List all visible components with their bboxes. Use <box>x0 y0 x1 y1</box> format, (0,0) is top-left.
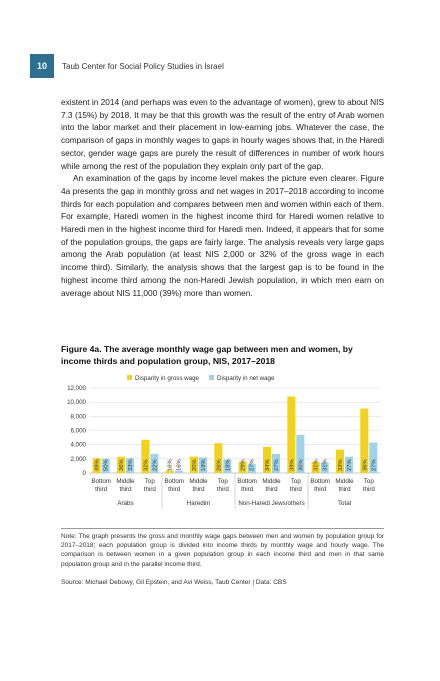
data-label-net: 31% <box>323 459 329 471</box>
x-tick-label: Middle <box>189 478 208 485</box>
page-header: 10 Taub Center for Social Policy Studies… <box>30 54 224 78</box>
bar-gross <box>214 443 223 473</box>
data-label-gross: 16% <box>168 459 174 471</box>
running-head: Taub Center for Social Policy Studies in… <box>62 61 224 71</box>
bar-net <box>223 459 232 473</box>
y-tick-label: 0 <box>83 470 87 477</box>
bar-gross <box>360 408 369 473</box>
bar-chart: Disparity in gross wage Disparity in net … <box>67 375 381 509</box>
legend-label-gross: Disparity in gross wage <box>135 375 200 382</box>
bar-gross <box>141 439 150 473</box>
y-tick-label: 4,000 <box>71 442 87 449</box>
bar-gross <box>117 456 125 473</box>
group-label: Total <box>338 500 351 507</box>
bar-net <box>199 457 207 473</box>
x-tick-label: third <box>192 486 205 493</box>
x-tick-label: third <box>144 486 157 493</box>
bar-net <box>126 458 134 473</box>
x-tick-label: Bottom <box>237 478 257 485</box>
data-label-gross: 33% <box>338 459 344 471</box>
bar-gross <box>336 449 344 473</box>
data-label-net: 18% <box>225 459 231 471</box>
data-label-gross: 39% <box>289 459 295 471</box>
bar-gross <box>263 446 271 473</box>
x-tick-label: Top <box>291 478 302 485</box>
bar-gross <box>311 461 320 473</box>
group-label: Non-Haredi Jews/others <box>238 500 304 507</box>
x-tick-label: Bottom <box>164 478 184 485</box>
paragraph-1: existent in 2014 (and perhaps was even t… <box>61 97 384 171</box>
bar-gross <box>165 470 174 473</box>
data-label-gross: 34% <box>265 459 271 471</box>
x-tick-label: Bottom <box>91 478 111 485</box>
legend-label-net: Disparity in net wage <box>217 375 275 382</box>
x-tick-label: third <box>241 486 254 493</box>
figure-source: Source: Michael Debowy, Gil Epstein, and… <box>61 579 287 586</box>
x-tick-label: third <box>168 486 181 493</box>
x-tick-label: third <box>363 486 376 493</box>
data-label-net: 22% <box>152 459 158 471</box>
x-tick-label: Bottom <box>310 478 330 485</box>
x-tick-label: third <box>217 486 230 493</box>
bar-gross <box>238 461 247 473</box>
data-label-net: 27% <box>274 459 280 471</box>
bar-gross <box>92 458 101 473</box>
bar-gross <box>287 396 296 473</box>
data-label-gross: 36% <box>119 459 125 471</box>
data-label-net: 27% <box>347 459 353 471</box>
x-tick-label: Middle <box>335 478 354 485</box>
y-tick-label: 10,000 <box>67 399 86 406</box>
x-tick-label: third <box>290 486 303 493</box>
data-label-gross: 26% <box>216 459 222 471</box>
x-tick-label: Top <box>364 478 375 485</box>
bar-net <box>247 463 256 473</box>
body-text: existent in 2014 (and perhaps was even t… <box>61 96 384 299</box>
x-tick-label: Top <box>218 478 229 485</box>
data-label-net: 19% <box>201 459 207 471</box>
data-label-net: 16% <box>177 459 183 471</box>
data-label-gross: 29% <box>241 459 247 471</box>
bar-net <box>150 453 159 473</box>
figure-note: Note: The graph presents the gross and m… <box>61 533 384 568</box>
x-tick-label: third <box>119 486 132 493</box>
bar-net <box>296 434 305 473</box>
bar-net <box>320 462 329 473</box>
data-label-gross: 31% <box>314 459 320 471</box>
x-tick-label: Middle <box>116 478 135 485</box>
paragraph-2: An examination of the gaps by income lev… <box>61 173 384 298</box>
data-label-net: 50% <box>104 459 110 471</box>
page-number: 10 <box>30 54 54 78</box>
data-label-net: 30% <box>298 459 304 471</box>
divider <box>61 528 384 529</box>
x-tick-label: third <box>265 486 278 493</box>
bar-net <box>272 453 280 473</box>
y-tick-label: 12,000 <box>67 385 86 392</box>
y-tick-label: 2,000 <box>71 456 87 463</box>
x-tick-label: Top <box>145 478 156 485</box>
data-label-net: 27% <box>250 459 256 471</box>
data-label-gross: 36% <box>362 459 368 471</box>
bar-net <box>101 458 110 473</box>
group-label: Haredim <box>187 500 210 507</box>
data-label-net: 27% <box>371 459 377 471</box>
legend-swatch-gross <box>127 375 132 380</box>
data-label-gross: 32% <box>143 459 149 471</box>
bar-net <box>369 442 378 473</box>
figure-title: Figure 4a. The average monthly wage gap … <box>61 344 353 366</box>
x-tick-label: Middle <box>262 478 281 485</box>
x-tick-label: third <box>95 486 108 493</box>
group-label: Arabs <box>117 500 133 507</box>
x-tick-label: third <box>314 486 327 493</box>
y-tick-label: 8,000 <box>71 413 87 420</box>
data-label-gross: 49% <box>95 459 101 471</box>
bar-net <box>345 456 353 473</box>
data-label-net: 33% <box>128 459 134 471</box>
data-label-gross: 20% <box>192 459 198 471</box>
bar-gross <box>190 456 198 473</box>
y-tick-label: 6,000 <box>71 428 87 435</box>
x-tick-label: third <box>338 486 351 493</box>
legend-swatch-net <box>209 375 214 380</box>
bar-net <box>174 470 183 473</box>
